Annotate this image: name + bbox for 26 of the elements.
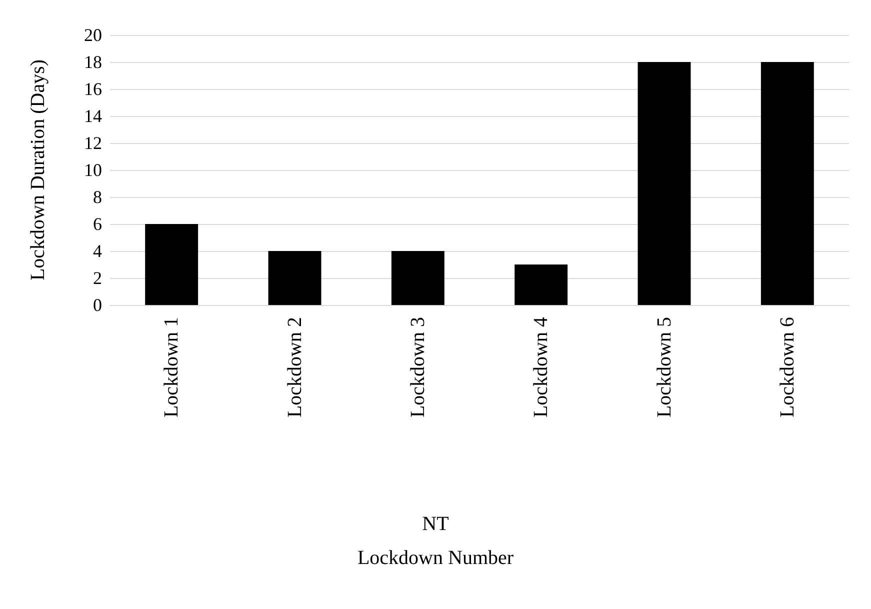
text: NT <box>422 513 449 535</box>
x-tick-label: Lockdown 2 <box>284 317 306 418</box>
x-tick-label: Lockdown 6 <box>776 317 798 418</box>
bar <box>391 251 444 305</box>
bar <box>760 62 814 305</box>
x-tick-label: Lockdown 3 <box>406 317 429 418</box>
y-axis-title: Lockdown Duration (Days) <box>27 59 49 281</box>
bar <box>638 62 691 305</box>
bar <box>145 224 198 305</box>
y-tick-label: 20 <box>84 25 102 45</box>
y-tick-label: 12 <box>84 133 102 153</box>
x-tick-label: Lockdown 4 <box>530 317 552 418</box>
y-tick-label: 18 <box>84 52 102 72</box>
y-tick-label: 14 <box>84 106 102 126</box>
text: Lockdown Number <box>357 547 514 569</box>
y-tick-label: 4 <box>93 241 102 261</box>
x-tick-label: Lockdown 5 <box>653 317 676 418</box>
y-tick-label: 16 <box>84 79 102 99</box>
x-tick-label: Lockdown 1 <box>160 317 183 418</box>
y-tick-label: 10 <box>84 160 102 180</box>
bar <box>514 264 568 305</box>
y-tick-label: 6 <box>93 214 102 234</box>
y-tick-label: 0 <box>93 295 102 315</box>
y-tick-label: 8 <box>93 187 102 207</box>
bar <box>268 251 322 305</box>
y-tick-label: 2 <box>93 268 102 288</box>
